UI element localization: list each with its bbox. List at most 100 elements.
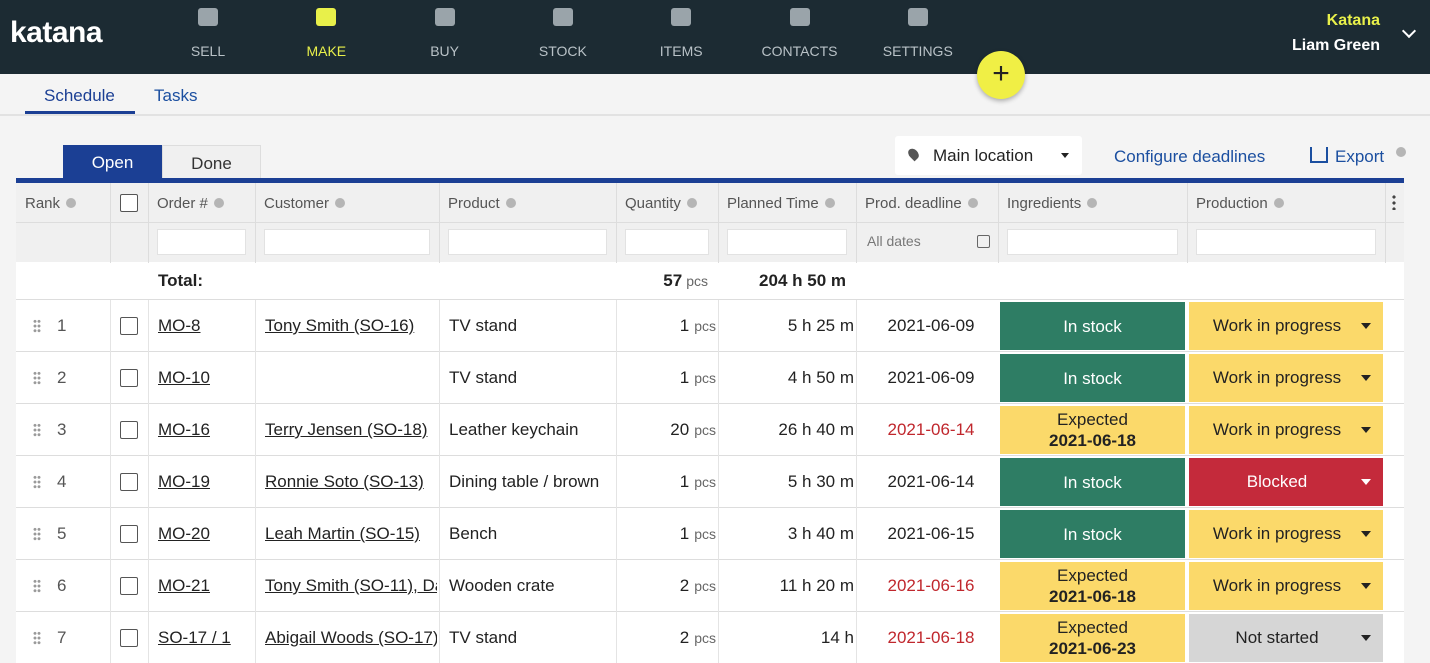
quantity-value: 1 (679, 472, 690, 491)
production-status[interactable]: Blocked (1189, 458, 1383, 506)
column-header[interactable]: Ingredients (1007, 183, 1098, 223)
nav-item[interactable]: SETTINGS (859, 0, 977, 74)
order-link[interactable]: MO-10 (158, 368, 210, 387)
production-status[interactable]: Work in progress (1189, 302, 1383, 350)
ingredients-status[interactable]: In stock (1000, 510, 1185, 558)
ingredients-status[interactable]: In stock (1000, 354, 1185, 402)
drag-handle[interactable] (33, 423, 41, 437)
filter-input[interactable] (448, 229, 607, 255)
row-checkbox[interactable] (120, 369, 138, 387)
tab-schedule[interactable]: Schedule (44, 86, 115, 105)
drag-handle[interactable] (33, 527, 41, 541)
row-checkbox[interactable] (120, 629, 138, 647)
production-status[interactable]: Work in progress (1189, 354, 1383, 402)
drag-handle[interactable] (33, 371, 41, 385)
ingredients-status[interactable]: In stock (1000, 302, 1185, 350)
nav-item[interactable]: CONTACTS (741, 0, 859, 74)
logo[interactable]: katana (10, 16, 103, 49)
order-link[interactable]: SO-17 / 1 (158, 628, 231, 647)
user-name[interactable]: Liam Green (1291, 37, 1380, 54)
customer-link[interactable]: Abigail Woods (SO-17) (265, 628, 437, 647)
order-link[interactable]: MO-16 (158, 420, 210, 439)
filter-input[interactable] (264, 229, 430, 255)
customer-link[interactable]: Leah Martin (SO-15) (265, 524, 420, 543)
ingredients-label: Expected (1057, 410, 1128, 429)
toggle-done[interactable]: Done (162, 145, 261, 180)
user-menu-chevron[interactable] (1401, 23, 1417, 39)
ingredients-label: In stock (1063, 316, 1122, 336)
row-checkbox[interactable] (120, 421, 138, 439)
order-link[interactable]: MO-21 (158, 576, 210, 595)
customer-link[interactable]: Ronnie Soto (SO-13) (265, 472, 424, 491)
row-checkbox[interactable] (120, 525, 138, 543)
planned-time: 11 h 20 m (779, 576, 854, 595)
nav-item[interactable]: STOCK (504, 0, 622, 74)
filter-input[interactable] (157, 229, 246, 255)
nav-item[interactable]: ITEMS (622, 0, 740, 74)
order-link[interactable]: MO-20 (158, 524, 210, 543)
ingredients-status[interactable]: Expected 2021-06-23 (1000, 614, 1185, 662)
column-header[interactable]: Customer (264, 183, 346, 223)
calendar-icon[interactable] (977, 235, 990, 248)
drag-handle[interactable] (33, 319, 41, 333)
customer-link[interactable]: Tony Smith (SO-11), Da (265, 576, 437, 595)
order-link[interactable]: MO-8 (158, 316, 201, 335)
production-caret[interactable] (1361, 375, 1371, 381)
production-status[interactable]: Work in progress (1189, 406, 1383, 454)
configure-deadlines[interactable]: Configure deadlines (1114, 147, 1266, 166)
filter-input[interactable] (1007, 229, 1178, 255)
row-checkbox[interactable] (120, 473, 138, 491)
tab-tasks[interactable]: Tasks (154, 86, 198, 105)
filter-input[interactable] (625, 229, 709, 255)
info-icon (967, 198, 978, 208)
date-filter[interactable]: All dates (867, 233, 921, 249)
customer-link[interactable]: Tony Smith (SO-16) (265, 316, 415, 335)
nav-item[interactable]: BUY (386, 0, 504, 74)
add-button[interactable]: + (977, 51, 1025, 99)
row-checkbox[interactable] (120, 317, 138, 335)
nav-item[interactable]: MAKE (267, 0, 385, 74)
production-status[interactable]: Work in progress (1189, 510, 1383, 558)
column-header-label: Planned Time (727, 194, 819, 212)
production-status[interactable]: Work in progress (1189, 562, 1383, 610)
production-caret[interactable] (1361, 427, 1371, 433)
production-label: Work in progress (1212, 524, 1342, 543)
column-header[interactable]: Planned Time (727, 183, 835, 223)
drag-handle[interactable] (33, 579, 41, 593)
info-icon (213, 198, 224, 208)
toggle-open[interactable]: Open (63, 145, 162, 180)
column-header[interactable]: Prod. deadline (865, 183, 978, 223)
production-caret[interactable] (1361, 583, 1371, 589)
order-link[interactable]: MO-19 (158, 472, 210, 491)
column-menu[interactable] (1392, 194, 1396, 210)
ingredients-status[interactable]: Expected 2021-06-18 (1000, 406, 1185, 454)
location-select[interactable]: Main location (895, 136, 1082, 175)
production-caret[interactable] (1361, 635, 1371, 641)
cell-divider (255, 560, 256, 612)
production-caret[interactable] (1361, 531, 1371, 537)
column-header[interactable]: Quantity (625, 183, 697, 223)
export[interactable]: Export (1335, 147, 1385, 166)
column-divider (110, 183, 111, 263)
rank: 4 (57, 472, 67, 491)
drag-handle[interactable] (33, 631, 41, 645)
filter-input[interactable] (727, 229, 847, 255)
column-header[interactable]: Production (1196, 183, 1284, 223)
nav-item[interactable]: SELL (149, 0, 267, 74)
column-divider (1385, 183, 1386, 263)
row-checkbox[interactable] (120, 577, 138, 595)
production-status[interactable]: Not started (1189, 614, 1383, 662)
production-caret[interactable] (1361, 479, 1371, 485)
select-all-checkbox[interactable] (120, 194, 138, 212)
column-header[interactable]: Product (448, 183, 516, 223)
column-header[interactable]: Rank (25, 183, 77, 223)
production-caret[interactable] (1361, 323, 1371, 329)
column-header[interactable]: Order # (157, 183, 224, 223)
ingredients-status[interactable]: In stock (1000, 458, 1185, 506)
ingredients-status[interactable]: Expected 2021-06-18 (1000, 562, 1185, 610)
cell-divider (616, 560, 617, 612)
table-row (16, 404, 1404, 456)
drag-handle[interactable] (33, 475, 41, 489)
filter-input[interactable] (1196, 229, 1376, 255)
customer-link[interactable]: Terry Jensen (SO-18) (265, 420, 428, 439)
